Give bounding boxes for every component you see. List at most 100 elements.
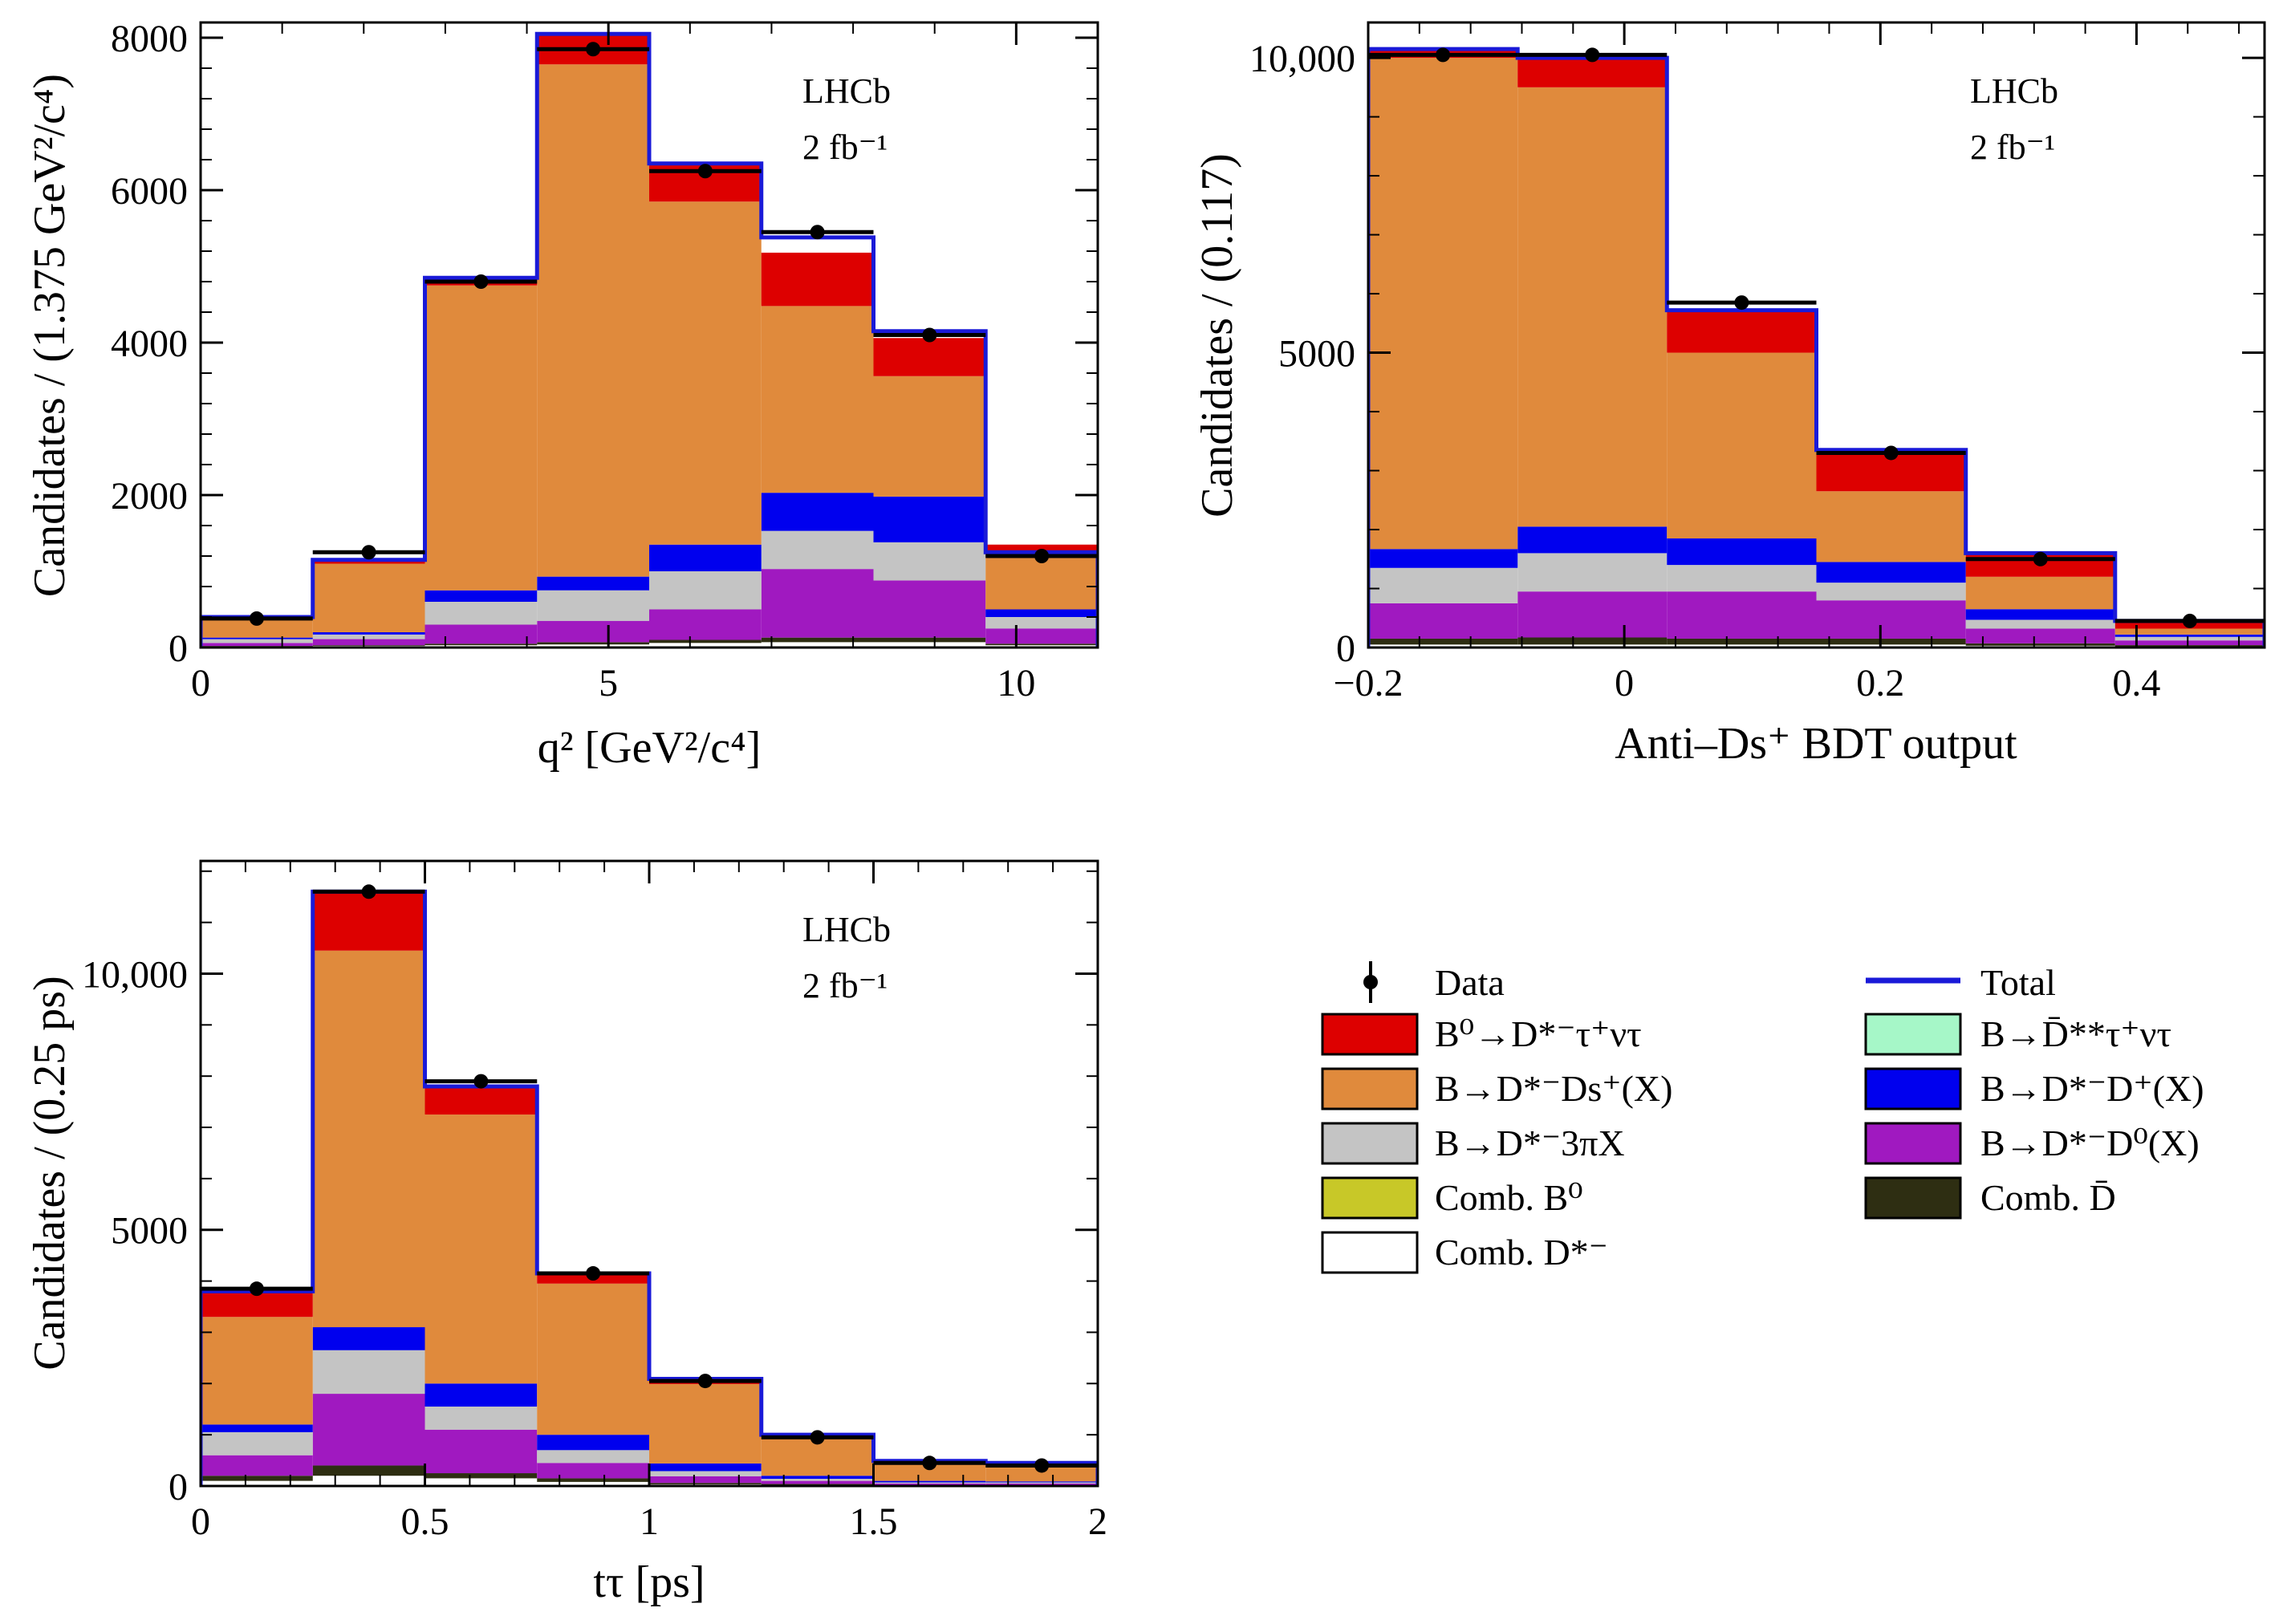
x-tick-label: 0.5 [401, 1500, 449, 1543]
y-tick-label: 10,000 [82, 953, 188, 996]
bar-orange-bin-2 [425, 285, 538, 591]
data-point-bin-3 [586, 1266, 601, 1281]
bar-threePi-bin-0 [201, 1431, 313, 1456]
bar-threePi-bin-1 [1517, 553, 1668, 592]
bar-threePi-bin-6 [873, 542, 986, 581]
legend-data-label: Data [1435, 962, 1505, 1003]
bar-orange-bin-1 [312, 563, 425, 632]
data-point-bin-7 [1034, 549, 1050, 563]
bar-dplus-bin-3 [1816, 562, 1966, 583]
stacked-bars [201, 891, 1098, 1486]
y-tick-label: 8000 [111, 18, 188, 60]
bar-d0-bin-0 [1368, 603, 1518, 639]
bar-d0-bin-0 [201, 1455, 313, 1476]
bar-d0-bin-0 [201, 643, 313, 647]
total-line [201, 31, 1098, 648]
x-axis-label: Anti–Ds⁺ BDT output [1615, 719, 2017, 769]
lhcb-label: LHCb [1970, 71, 2058, 111]
data-point-bin-5 [810, 1430, 825, 1445]
x-axis-label: tτ [ps] [593, 1557, 705, 1607]
bar-dplus-bin-1 [312, 1327, 425, 1350]
bar-dplus-bin-4 [649, 1463, 762, 1472]
legend-total-label: Total [1980, 962, 2056, 1003]
bar-combD-bin-1 [1517, 644, 1668, 648]
y-tick-label: 0 [1336, 627, 1355, 670]
bar-orange-bin-7 [985, 556, 1098, 610]
bar-threePi-bin-5 [761, 530, 874, 570]
bar-dplus-bin-2 [1667, 538, 1817, 566]
bar-d0-bin-4 [649, 609, 762, 640]
legend-swatch-orange [1321, 1067, 1419, 1110]
bar-threePi-bin-7 [985, 617, 1098, 629]
legend-swatch-threePi [1321, 1122, 1419, 1165]
legend-swatch-dss [1864, 1013, 1962, 1056]
legend-swatch-combDs [1864, 1176, 1962, 1220]
bar-combDs-bin-1 [312, 645, 425, 647]
lhcb-label: LHCb [802, 910, 891, 949]
y-axis-label: Candidates / (0.117) [1192, 153, 1242, 518]
bar-combDs-bin-1 [1517, 637, 1668, 645]
bar-tau-bin-5 [761, 252, 874, 307]
bar-tau-bin-2 [425, 1086, 538, 1115]
legend-label-threePi: B→D*⁻3πX [1435, 1123, 1625, 1163]
bar-dplus-bin-0 [201, 1424, 313, 1432]
data-point-bin-6 [922, 327, 937, 343]
bar-orange-bin-3 [537, 64, 649, 577]
bar-threePi-bin-5 [761, 1479, 874, 1481]
data-point-bin-3 [1883, 445, 1899, 461]
legend-swatch-d0 [1864, 1122, 1962, 1165]
bar-d0-bin-7 [985, 628, 1098, 644]
bar-tau-bin-6 [873, 338, 986, 376]
bar-d0-bin-5 [761, 569, 874, 638]
bar-orange-bin-6 [873, 376, 986, 497]
data-point-bin-1 [361, 884, 376, 899]
bar-dplus-bin-1 [1517, 526, 1668, 554]
bar-combDs-bin-5 [2114, 645, 2265, 647]
bar-combDs-bin-6 [873, 637, 986, 643]
bar-threePi-bin-2 [425, 602, 538, 625]
bar-combD-bin-3 [537, 644, 649, 648]
legend-swatch-combB0 [1321, 1176, 1419, 1220]
x-axis-label: q² [GeV²/c⁴] [538, 723, 762, 773]
bar-d0-bin-3 [537, 1463, 649, 1479]
x-tick-label: 1 [640, 1500, 659, 1543]
luminosity-label: 2 fb⁻¹ [802, 966, 888, 1005]
bar-combDs-bin-2 [1667, 638, 1817, 645]
bar-d0-bin-3 [1816, 600, 1966, 639]
bar-threePi-bin-2 [1667, 565, 1817, 592]
bar-orange-bin-5 [761, 306, 874, 493]
data-point-bin-0 [249, 611, 264, 626]
legend-label-dss: B→D̄**τ⁺ντ [1980, 1013, 2171, 1054]
legend-label-d0: B→D*⁻D⁰(X) [1980, 1123, 2200, 1163]
bar-combDs-bin-4 [649, 639, 762, 644]
x-tick-label: 0 [1615, 662, 1634, 704]
x-tick-label: 0.4 [2112, 662, 2160, 704]
data-point-bin-7 [1034, 1458, 1050, 1473]
x-tick-label: −0.2 [1333, 662, 1403, 704]
bar-threePi-bin-3 [537, 1450, 649, 1464]
bar-dplus-bin-7 [985, 609, 1098, 617]
y-axis-label: Candidates / (1.375 GeV²/c⁴) [25, 74, 75, 597]
data-point-bin-2 [473, 274, 489, 289]
bar-dplus-bin-2 [425, 1383, 538, 1407]
bar-combD-bin-6 [873, 642, 986, 648]
bar-combDs-bin-0 [1368, 638, 1518, 645]
bar-dplus-bin-6 [873, 496, 986, 542]
legend-label-combB0: Comb. B⁰ [1435, 1177, 1583, 1218]
bar-threePi-bin-3 [537, 590, 649, 621]
bar-d0-bin-6 [873, 1483, 986, 1485]
bar-d0-bin-7 [985, 1483, 1098, 1485]
luminosity-label: 2 fb⁻¹ [802, 128, 888, 167]
bar-orange-bin-2 [425, 1114, 538, 1384]
bar-dplus-bin-3 [537, 576, 649, 591]
bar-combDs-bin-3 [1816, 638, 1966, 645]
bar-orange-bin-4 [649, 1383, 762, 1464]
data-point-bin-1 [1585, 47, 1600, 63]
y-axis-label: Candidates / (0.25 ps) [25, 976, 75, 1370]
data-point-bin-4 [2033, 551, 2048, 566]
bar-threePi-bin-6 [873, 1482, 986, 1484]
bar-d0-bin-6 [873, 580, 986, 638]
bar-d0-bin-1 [312, 639, 425, 646]
bar-combDs-bin-7 [985, 644, 1098, 646]
bar-combD-bin-0 [1368, 644, 1518, 648]
